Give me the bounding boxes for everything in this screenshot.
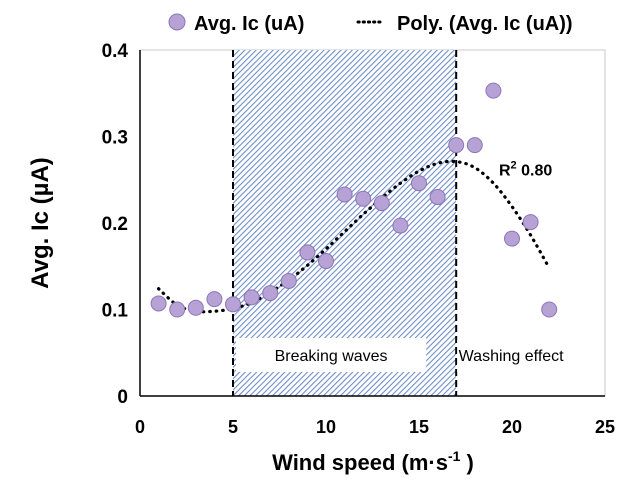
data-point: [504, 230, 520, 247]
washing-effect-label: Washing effect: [459, 348, 565, 365]
r-squared-annotation: R2 0.80: [499, 159, 552, 179]
data-point: [373, 195, 390, 212]
data-point: [466, 137, 483, 154]
y-axis-title: Avg. Ic (µA): [27, 157, 54, 289]
data-point: [392, 217, 409, 234]
data-point: [429, 189, 446, 206]
y-tick-label: 0: [117, 387, 128, 408]
y-tick-label: 0.3: [102, 128, 128, 149]
breaking-waves-label: Breaking waves: [275, 348, 388, 365]
data-points: [150, 82, 558, 318]
data-point: [355, 190, 372, 207]
data-point: [411, 175, 427, 192]
y-tick-label: 0.4: [102, 41, 129, 62]
x-tick-label: 0: [135, 417, 145, 437]
data-point: [485, 82, 502, 99]
data-point: [225, 296, 241, 313]
x-tick-label: 10: [316, 417, 336, 437]
data-point: [243, 289, 260, 306]
x-axis-title: Wind speed (m·s-1 ): [272, 448, 474, 475]
x-tick-label: 5: [228, 417, 238, 437]
data-point: [169, 301, 186, 318]
data-point: [206, 291, 223, 308]
legend-marker-scatter: [168, 13, 186, 31]
legend: Avg. Ic (uA) Poly. (Avg. Ic (uA)): [168, 13, 573, 35]
data-point: [187, 299, 204, 316]
data-point: [448, 137, 465, 154]
y-tick-label: 0.1: [102, 301, 129, 322]
x-tick-label: 15: [409, 417, 429, 437]
data-point: [541, 301, 558, 318]
data-point: [262, 285, 279, 302]
breaking-waves-region: Breaking waves: [232, 50, 458, 396]
data-point: [150, 295, 167, 312]
data-point: [299, 244, 316, 261]
legend-label-trendline: Poly. (Avg. Ic (uA)): [397, 13, 573, 35]
y-axis-ticks: 0 0.1 0.2 0.3 0.4: [102, 41, 129, 408]
data-point: [280, 272, 297, 289]
y-tick-label: 0.2: [102, 214, 128, 235]
x-tick-label: 20: [502, 417, 522, 437]
data-point: [336, 186, 353, 203]
legend-label-scatter: Avg. Ic (uA): [194, 13, 304, 35]
data-point: [522, 214, 539, 231]
washing-effect-label-box: [457, 340, 566, 372]
breaking-waves-label-box: [236, 338, 427, 372]
x-axis-ticks: 0 5 10 15 20 25: [135, 417, 615, 437]
trendline: [157, 159, 551, 314]
x-tick-label: 25: [595, 417, 615, 437]
data-point: [318, 253, 334, 270]
